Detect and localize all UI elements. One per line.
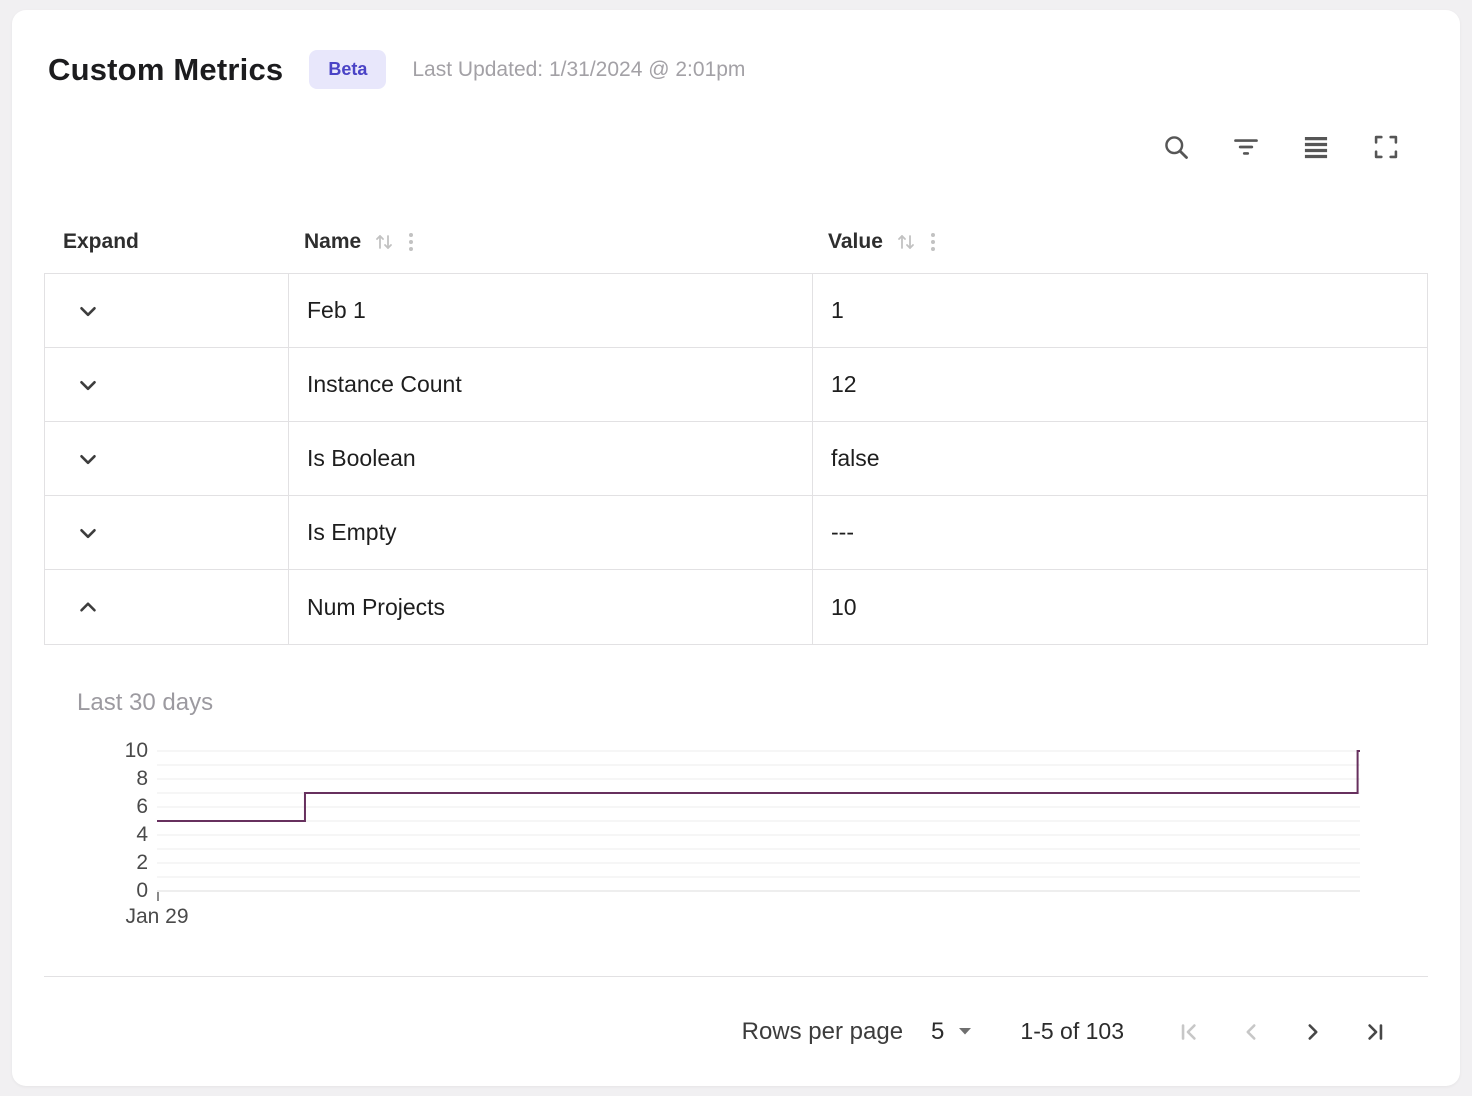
- x-axis-tick: [157, 892, 159, 901]
- column-label-value: Value: [828, 230, 883, 253]
- search-icon[interactable]: [1162, 133, 1190, 161]
- pagination-range-label: 1-5 of 103: [1020, 1018, 1124, 1044]
- column-header-name: Name: [287, 230, 811, 254]
- column-header-value: Value: [811, 230, 1428, 254]
- column-menu-icon-name[interactable]: [407, 230, 415, 254]
- expand-chevron-down-icon[interactable]: [75, 372, 101, 398]
- y-tick-label: 10: [124, 739, 148, 762]
- y-axis-labels: 10 8 6 4 2 0: [44, 739, 157, 902]
- column-label-expand: Expand: [63, 230, 139, 253]
- metric-name-cell: Num Projects: [288, 570, 812, 644]
- trend-line: [157, 751, 1360, 821]
- expand-chevron-down-icon[interactable]: [75, 520, 101, 546]
- beta-badge: Beta: [309, 50, 387, 89]
- metric-name-cell: Feb 1: [288, 274, 812, 347]
- metric-value-cell: 1: [812, 274, 1427, 347]
- trend-chart-svg: [157, 751, 1360, 891]
- metric-value-cell: 12: [812, 348, 1427, 421]
- pagination-controls: [1176, 1019, 1388, 1045]
- y-tick-label: 8: [136, 767, 148, 790]
- chart-title: Last 30 days: [77, 689, 214, 716]
- sort-icon-name[interactable]: [373, 231, 395, 253]
- table-row-expanded: Num Projects 10: [45, 570, 1427, 644]
- dropdown-arrow-icon[interactable]: [958, 1027, 972, 1036]
- expand-chevron-down-icon[interactable]: [75, 446, 101, 472]
- metric-name-cell: Is Boolean: [288, 422, 812, 495]
- first-page-button[interactable]: [1176, 1019, 1202, 1045]
- table-row: Instance Count 12: [45, 348, 1427, 422]
- page-title: Custom Metrics: [48, 51, 284, 87]
- metric-value-cell: false: [812, 422, 1427, 495]
- column-header-expand: Expand: [44, 230, 287, 254]
- metrics-table: Feb 1 1 Instance Count 12 Is Boolean fal…: [44, 273, 1428, 645]
- metric-name-cell: Is Empty: [288, 496, 812, 569]
- sort-icon-value[interactable]: [895, 231, 917, 253]
- last-updated-text: Last Updated: 1/31/2024 @ 2:01pm: [412, 57, 746, 81]
- y-tick-label: 4: [136, 823, 148, 846]
- filter-icon[interactable]: [1232, 133, 1260, 161]
- fullscreen-icon[interactable]: [1372, 133, 1400, 161]
- chart-plot-area: Jan 29: [125, 751, 1360, 928]
- collapse-chevron-up-icon[interactable]: [75, 594, 101, 620]
- trend-chart: 10 8 6 4 2 0 Jan 29: [44, 739, 1428, 928]
- previous-page-button[interactable]: [1238, 1019, 1264, 1045]
- y-tick-label: 2: [136, 851, 148, 874]
- table-header: Expand Name Value: [44, 211, 1428, 273]
- page-header: Custom Metrics Beta Last Updated: 1/31/2…: [44, 10, 1428, 89]
- y-tick-label: 0: [136, 879, 148, 902]
- metric-value-cell: 10: [812, 570, 1427, 644]
- y-tick-label: 6: [136, 795, 148, 818]
- rows-per-page-select[interactable]: 5: [931, 1017, 945, 1045]
- expand-chevron-down-icon[interactable]: [75, 298, 101, 324]
- table-row: Feb 1 1: [45, 274, 1427, 348]
- next-page-button[interactable]: [1300, 1019, 1326, 1045]
- column-label-name: Name: [304, 230, 362, 253]
- metric-name-cell: Instance Count: [288, 348, 812, 421]
- table-footer: Rows per page 5 1-5 of 103: [44, 976, 1428, 1086]
- custom-metrics-card: Custom Metrics Beta Last Updated: 1/31/2…: [12, 10, 1460, 1086]
- table-row: Is Empty ---: [45, 496, 1427, 570]
- metric-value-cell: ---: [812, 496, 1427, 569]
- last-page-button[interactable]: [1362, 1019, 1388, 1045]
- density-icon[interactable]: [1302, 133, 1330, 161]
- rows-per-page-label: Rows per page: [741, 1017, 904, 1045]
- x-axis-label: Jan 29: [125, 905, 189, 928]
- table-toolbar: [44, 133, 1428, 161]
- column-menu-icon-value[interactable]: [929, 230, 937, 254]
- table-row: Is Boolean false: [45, 422, 1427, 496]
